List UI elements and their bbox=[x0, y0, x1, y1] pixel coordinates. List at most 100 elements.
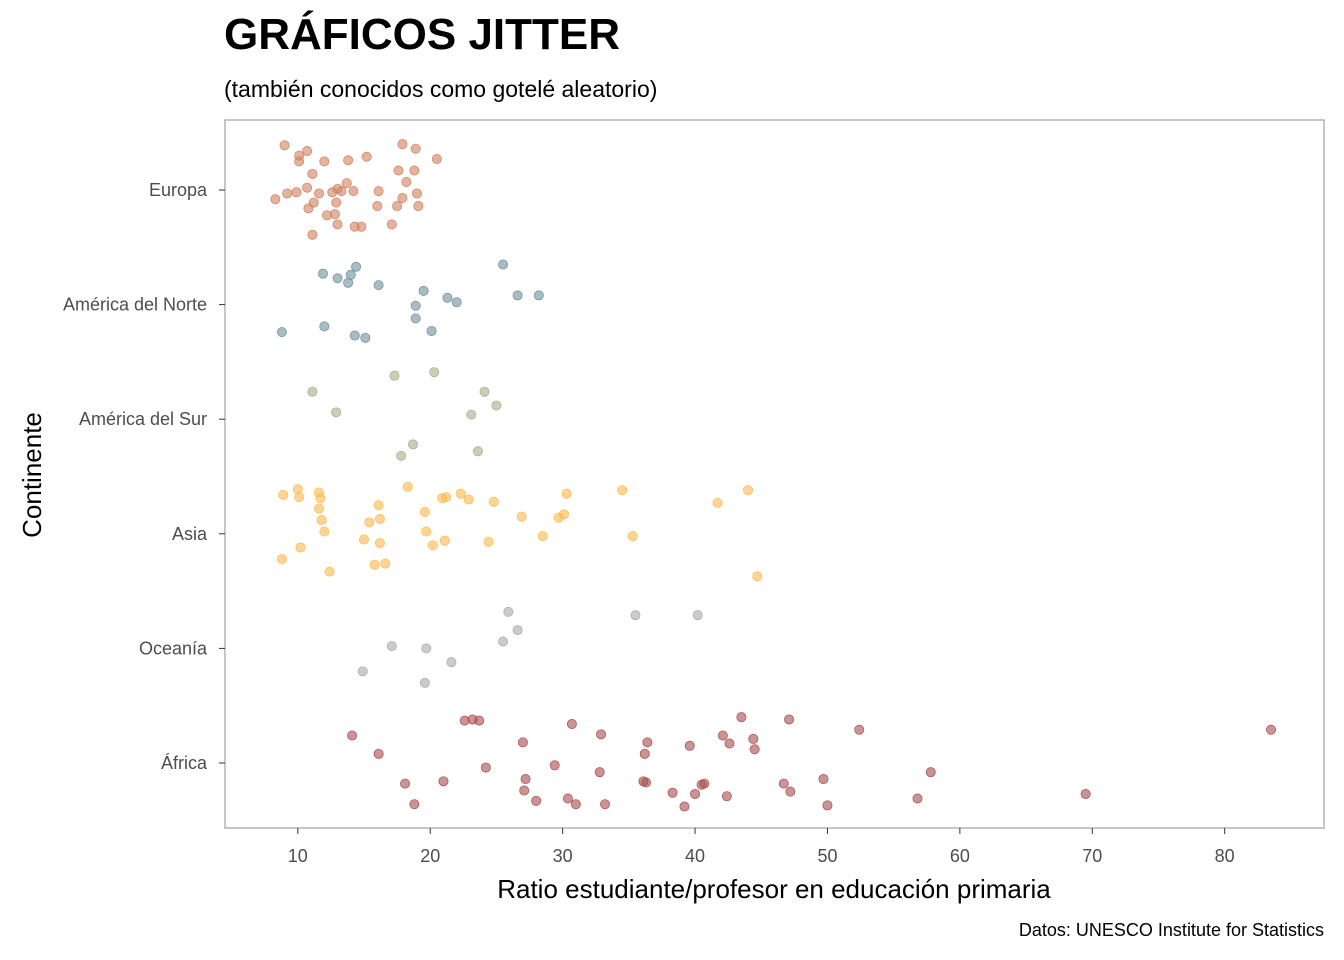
data-point bbox=[356, 221, 367, 232]
data-point bbox=[315, 493, 326, 504]
data-point bbox=[690, 788, 701, 799]
data-point bbox=[712, 497, 723, 508]
data-point bbox=[488, 496, 499, 507]
data-point bbox=[316, 515, 327, 526]
data-point bbox=[537, 531, 548, 542]
data-point bbox=[397, 139, 408, 150]
y-tick-label: Europa bbox=[149, 180, 208, 200]
data-point bbox=[386, 219, 397, 230]
data-point bbox=[319, 156, 330, 167]
data-point bbox=[752, 571, 763, 582]
data-point bbox=[679, 801, 690, 812]
data-point bbox=[570, 799, 581, 810]
data-point bbox=[441, 492, 452, 503]
data-point bbox=[295, 542, 306, 553]
data-point bbox=[600, 799, 611, 810]
data-point bbox=[329, 209, 340, 220]
data-point bbox=[520, 774, 531, 785]
data-point bbox=[627, 531, 638, 542]
data-point bbox=[426, 325, 437, 336]
data-point bbox=[294, 150, 305, 161]
x-tick-label: 70 bbox=[1082, 846, 1102, 866]
y-tick-label: América del Norte bbox=[63, 295, 207, 315]
data-point bbox=[324, 566, 335, 577]
chart-title: GRÁFICOS JITTER bbox=[224, 10, 621, 59]
data-point bbox=[270, 194, 281, 205]
y-axis: Europa América del Norte América del Sur As… bbox=[63, 180, 225, 773]
data-point bbox=[630, 610, 641, 621]
data-point bbox=[409, 799, 420, 810]
y-tick-label: África bbox=[161, 753, 208, 773]
data-point bbox=[498, 259, 509, 270]
x-tick-label: 80 bbox=[1215, 846, 1235, 866]
data-point bbox=[351, 261, 362, 272]
data-point bbox=[748, 733, 759, 744]
data-point bbox=[282, 188, 293, 199]
data-point bbox=[336, 186, 347, 197]
data-point bbox=[684, 740, 695, 751]
data-point bbox=[402, 481, 413, 492]
data-point bbox=[410, 313, 421, 324]
data-point bbox=[331, 197, 342, 208]
y-axis-title: Continente bbox=[17, 412, 47, 538]
data-point bbox=[400, 778, 411, 789]
data-point bbox=[302, 146, 313, 157]
data-point bbox=[778, 778, 789, 789]
data-point bbox=[438, 776, 449, 787]
data-point bbox=[373, 186, 384, 197]
x-tick-label: 40 bbox=[685, 846, 705, 866]
data-point bbox=[276, 554, 287, 565]
y-tick-label: Oceanía bbox=[139, 638, 208, 658]
data-point bbox=[912, 793, 923, 804]
data-point bbox=[291, 187, 302, 198]
data-point bbox=[531, 795, 542, 806]
data-point bbox=[517, 737, 528, 748]
data-point bbox=[421, 643, 432, 654]
data-point bbox=[724, 738, 735, 749]
data-point bbox=[439, 535, 450, 546]
data-point bbox=[446, 657, 457, 668]
data-point bbox=[408, 439, 419, 450]
data-point bbox=[372, 201, 383, 212]
x-axis-title: Ratio estudiante/profesor en educación p… bbox=[497, 874, 1051, 904]
x-tick-label: 30 bbox=[553, 846, 573, 866]
data-point bbox=[332, 219, 343, 230]
x-axis: 10 20 30 40 50 60 70 80 bbox=[288, 828, 1235, 866]
data-point bbox=[558, 509, 569, 520]
data-point bbox=[455, 488, 466, 499]
data-point bbox=[380, 558, 391, 569]
data-point bbox=[419, 677, 430, 688]
data-point bbox=[348, 186, 359, 197]
chart-subtitle: (también conocidos como gotelé aleatorio… bbox=[224, 76, 658, 102]
data-point bbox=[360, 332, 371, 343]
data-point bbox=[389, 370, 400, 381]
data-point bbox=[374, 537, 385, 548]
plot-panel-border bbox=[224, 119, 1325, 829]
data-point bbox=[332, 273, 343, 284]
data-point bbox=[561, 488, 572, 499]
x-tick-label: 10 bbox=[288, 846, 308, 866]
data-point bbox=[343, 155, 354, 166]
data-point bbox=[373, 500, 384, 511]
data-point bbox=[341, 178, 352, 189]
data-point bbox=[566, 719, 577, 730]
data-point bbox=[347, 730, 358, 741]
chart-caption: Datos: UNESCO Institute for Statistics bbox=[1018, 920, 1324, 940]
data-point bbox=[373, 280, 384, 291]
data-point bbox=[480, 762, 491, 773]
data-point bbox=[549, 760, 560, 771]
data-point bbox=[413, 201, 424, 212]
data-point bbox=[410, 300, 421, 311]
data-point bbox=[479, 386, 490, 397]
data-point bbox=[307, 229, 318, 240]
data-point bbox=[721, 791, 732, 802]
data-point bbox=[418, 285, 429, 296]
x-tick-label: 60 bbox=[950, 846, 970, 866]
data-point bbox=[278, 489, 289, 500]
data-point bbox=[818, 774, 829, 785]
data-point bbox=[451, 297, 462, 308]
data-point bbox=[503, 606, 514, 617]
data-point bbox=[361, 151, 372, 162]
data-point bbox=[319, 526, 330, 537]
